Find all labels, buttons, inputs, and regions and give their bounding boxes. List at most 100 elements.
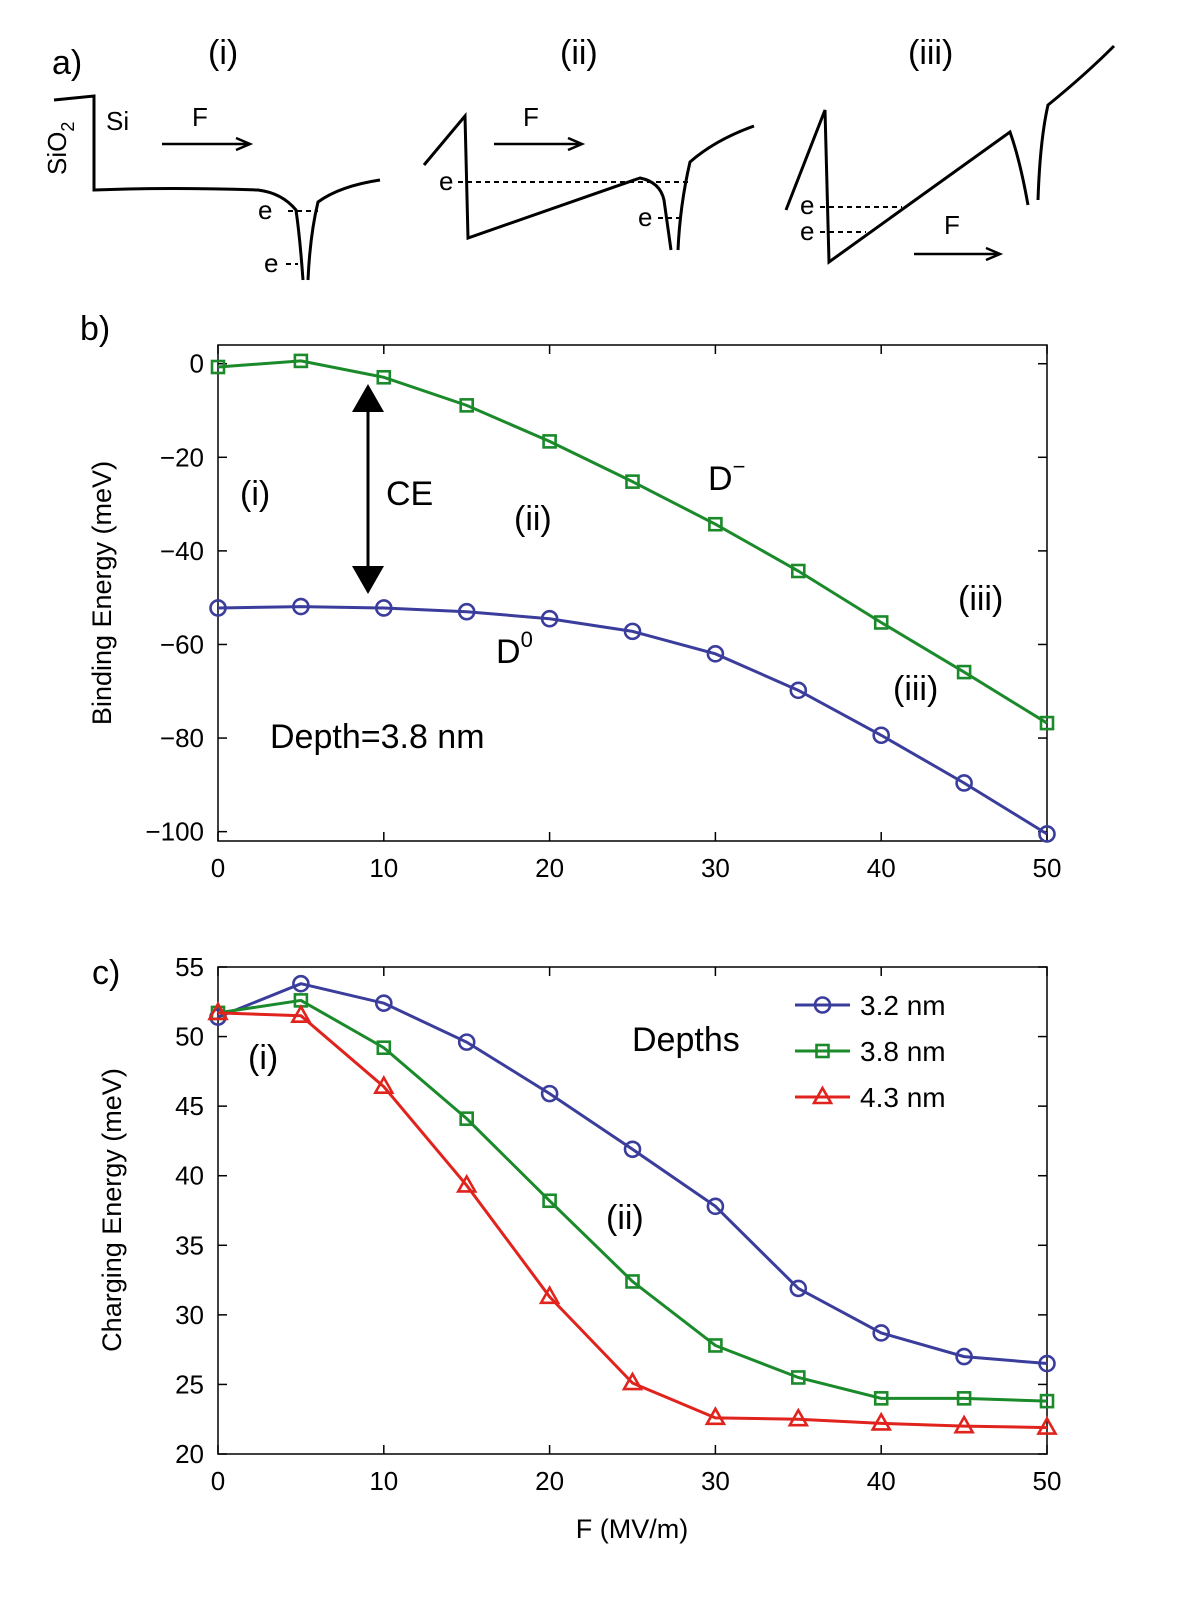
y-tick-label: 45 bbox=[175, 1091, 204, 1121]
data-point bbox=[955, 1347, 973, 1366]
regime-ii-label: (ii) bbox=[606, 1199, 644, 1237]
data-point bbox=[790, 1370, 806, 1385]
ce-arrowhead-up bbox=[352, 384, 384, 412]
data-point bbox=[708, 516, 723, 532]
y-tick-labels: 20 25 30 35 40 45 50 55 bbox=[175, 952, 204, 1469]
y-tick-label: 25 bbox=[175, 1369, 204, 1399]
data-point bbox=[706, 1197, 725, 1216]
regime-i-label: (i) bbox=[240, 475, 270, 513]
data-point bbox=[292, 974, 310, 993]
y-tick-label: −100 bbox=[145, 817, 204, 847]
data-point bbox=[621, 1371, 644, 1391]
regime-iii-label: (iii) bbox=[958, 580, 1003, 618]
field-label-iii: F bbox=[944, 210, 960, 240]
y-tick-label: 50 bbox=[175, 1022, 204, 1052]
band-edge-curve-i-right bbox=[306, 178, 381, 281]
panel-a-label: a) bbox=[52, 44, 82, 82]
data-point bbox=[293, 353, 309, 369]
band-edge-curve-ii-right bbox=[676, 124, 755, 251]
electron-label: e bbox=[638, 202, 652, 232]
data-point bbox=[1036, 1415, 1058, 1435]
series-d0 bbox=[209, 597, 1056, 843]
field-arrowhead-i bbox=[235, 136, 254, 152]
ce-arrowhead-down bbox=[352, 566, 384, 594]
data-point bbox=[873, 1391, 889, 1406]
field-label-ii: F bbox=[523, 102, 539, 132]
y-axis-label: Charging Energy (meV) bbox=[97, 1068, 127, 1352]
x-tick-label: 0 bbox=[211, 853, 225, 883]
series-line bbox=[217, 1011, 1048, 1430]
series-line bbox=[217, 605, 1048, 836]
schematic-title-ii: (ii) bbox=[560, 34, 598, 72]
x-tick-label: 10 bbox=[369, 853, 398, 883]
x-tick-label: 0 bbox=[211, 1466, 225, 1496]
legend: 3.2 nm 3.8 nm 4.3 nm bbox=[785, 982, 1035, 1114]
d-zero-label: D0 bbox=[496, 627, 533, 671]
data-point bbox=[1039, 1393, 1055, 1409]
data-point bbox=[872, 1324, 891, 1342]
data-point bbox=[789, 1279, 808, 1298]
y-tick-label: 20 bbox=[175, 1439, 204, 1469]
data-point bbox=[457, 602, 476, 621]
y-tick-label: 40 bbox=[175, 1161, 204, 1191]
data-point bbox=[540, 609, 559, 628]
y-tick-label: −60 bbox=[160, 629, 204, 659]
legend-marker bbox=[811, 1085, 834, 1105]
legend-title: Depths bbox=[632, 1021, 740, 1059]
series-line bbox=[217, 982, 1048, 1366]
regime-i-label: (i) bbox=[248, 1039, 278, 1077]
y-tick-label: 0 bbox=[190, 349, 204, 379]
field-arrowhead-iii bbox=[985, 246, 1004, 262]
panel-b-label: b) bbox=[80, 310, 110, 348]
x-tick-label: 30 bbox=[701, 1466, 730, 1496]
y-tick-label: 30 bbox=[175, 1300, 204, 1330]
data-point bbox=[540, 1084, 559, 1103]
data-point bbox=[625, 1274, 640, 1289]
regime-iii-label: (iii) bbox=[893, 670, 938, 708]
series-group bbox=[209, 353, 1056, 843]
legend-label: 3.8 nm bbox=[860, 1036, 946, 1067]
data-point bbox=[787, 1407, 810, 1427]
x-axis-label: F (MV/m) bbox=[576, 1514, 688, 1544]
data-point bbox=[290, 1004, 312, 1023]
electron-label: e bbox=[800, 190, 814, 220]
data-point bbox=[459, 1111, 475, 1126]
ce-label: CE bbox=[386, 475, 433, 513]
data-point bbox=[374, 599, 393, 617]
data-point bbox=[953, 1414, 975, 1434]
schematic-title-i: (i) bbox=[208, 34, 238, 72]
series-4-3-nm bbox=[207, 1001, 1058, 1435]
data-point bbox=[623, 1140, 642, 1159]
schematic-i: SiO2 Si F e e bbox=[42, 94, 381, 281]
y-tick-label: 55 bbox=[175, 952, 204, 982]
plot-frame bbox=[217, 344, 1048, 842]
depth-annotation: Depth=3.8 nm bbox=[270, 718, 485, 756]
data-point bbox=[790, 563, 806, 579]
x-tick-label: 40 bbox=[867, 853, 896, 883]
legend-label: 4.3 nm bbox=[860, 1082, 946, 1113]
axis-ticks bbox=[217, 345, 1048, 841]
y-tick-label: 35 bbox=[175, 1230, 204, 1260]
electron-label: e bbox=[800, 216, 814, 246]
data-point bbox=[872, 726, 891, 745]
data-point bbox=[542, 1193, 557, 1209]
legend-marker bbox=[813, 996, 832, 1014]
band-edge-curve-iii bbox=[784, 109, 1030, 265]
data-point bbox=[209, 599, 227, 617]
data-point bbox=[376, 1040, 392, 1056]
x-tick-labels: 0 10 20 30 40 50 bbox=[211, 853, 1062, 883]
band-edge-curve-ii bbox=[422, 111, 673, 251]
series-group bbox=[207, 974, 1058, 1435]
data-point bbox=[376, 369, 392, 385]
series-d- bbox=[210, 353, 1055, 731]
data-point bbox=[955, 774, 973, 792]
y-tick-label: −40 bbox=[160, 536, 204, 566]
x-tick-label: 20 bbox=[535, 853, 564, 883]
band-edge-curve-iii-right bbox=[1036, 44, 1116, 201]
data-point bbox=[956, 1391, 972, 1406]
data-point bbox=[457, 1033, 476, 1051]
panel-c-label: c) bbox=[92, 954, 120, 992]
data-point bbox=[538, 1285, 561, 1305]
field-arrowhead-ii bbox=[567, 136, 586, 152]
